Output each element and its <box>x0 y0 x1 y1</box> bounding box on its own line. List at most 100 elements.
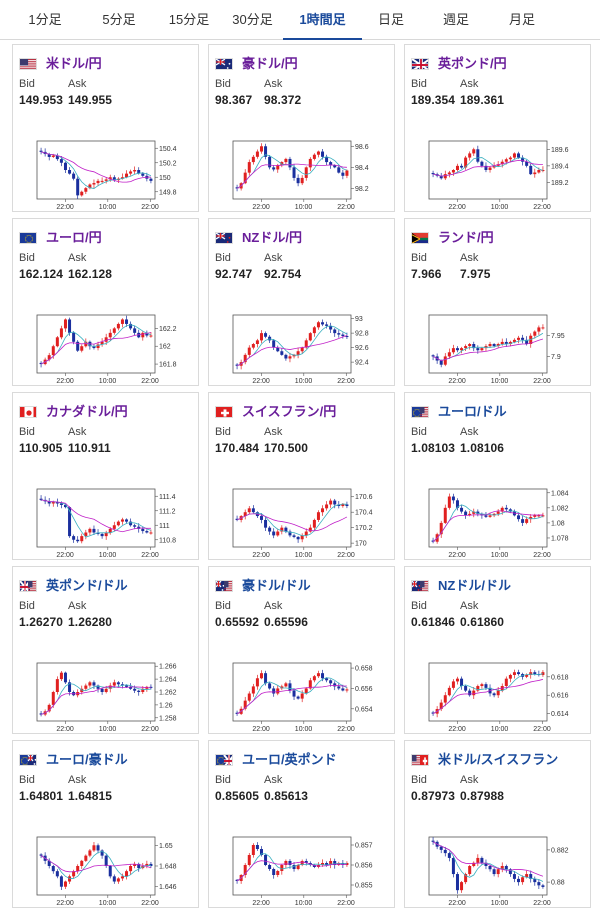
chart-svg: 189.6 189.4 189.2 22:00 10:00 22:00 <box>428 140 569 211</box>
pair-name[interactable]: 米ドル/スイスフラン <box>438 752 559 767</box>
x-tick-label: 22:00 <box>533 900 551 907</box>
bid-label: Bid <box>411 600 427 612</box>
tab-7[interactable]: 週足 <box>442 12 469 27</box>
candle <box>268 155 272 170</box>
moving-average-long <box>40 499 151 533</box>
candle <box>345 501 349 509</box>
tab-5[interactable]: 1時間足 <box>283 0 362 40</box>
pair-name[interactable]: NZドル/円 <box>242 230 302 245</box>
rate-card[interactable]: ユーロ/円 Bid Ask 162.124 162.128 162.2 162 161.8 22… <box>12 218 199 386</box>
candlestick-chart[interactable]: 189.6 189.4 189.2 22:00 10:00 22:00 <box>411 137 581 216</box>
bid-label: Bid <box>19 600 35 612</box>
pair-name[interactable]: ユーロ/豪ドル <box>46 752 128 767</box>
pair-name[interactable]: カナダドル/円 <box>46 404 128 419</box>
moving-average-long <box>40 332 152 365</box>
candle <box>84 854 88 862</box>
candlestick-chart[interactable]: 162.2 162 161.8 22:00 10:00 22:00 <box>19 311 189 390</box>
y-tick-label: 1.258 <box>159 715 177 722</box>
candle <box>521 875 525 885</box>
rate-card[interactable]: 英ポンド/ドル Bid Ask 1.26270 1.26280 1.266 1.264 1.2… <box>12 566 199 734</box>
tab-2[interactable]: 5分足 <box>102 12 136 27</box>
pair-name[interactable]: ランド/円 <box>438 230 494 245</box>
rate-card[interactable]: ユーロ/豪ドル Bid Ask 1.64801 1.64815 1.65 1.648 1.64… <box>12 740 199 908</box>
flag-icon <box>411 406 429 418</box>
rate-card[interactable]: 米ドル/円 Bid Ask 149.953 149.955 150.4 150.2 150 14… <box>12 44 199 212</box>
candlestick-chart[interactable]: 111.4 111.2 111 110.8 22:00 10:00 22:00 <box>19 485 189 564</box>
y-tick: 92.6 <box>351 345 369 352</box>
rate-card[interactable]: 豪ドル/ドル Bid Ask 0.65592 0.65596 0.658 0.656 0.65… <box>208 566 395 734</box>
y-tick: 1.264 <box>155 677 177 684</box>
bid-label: Bid <box>215 774 231 786</box>
rate-card[interactable]: ランド/円 Bid Ask 7.966 7.975 7.95 7.9 22:00 10:00 22… <box>404 218 591 386</box>
candle <box>141 330 145 341</box>
candle <box>39 147 43 155</box>
candlestick-chart[interactable]: 0.658 0.656 0.654 22:00 10:00 22:00 <box>215 659 385 738</box>
rate-card[interactable]: スイスフラン/円 Bid Ask 170.484 170.500 170.6 170.4 17… <box>208 392 395 560</box>
candlestick-chart[interactable]: 0.618 0.616 0.614 22:00 10:00 22:00 <box>411 659 581 738</box>
rate-card[interactable]: ユーロ/英ポンド Bid Ask 0.85605 0.85613 0.857 0.856 0.… <box>208 740 395 908</box>
candlestick-chart[interactable]: 93 92.8 92.6 92.4 22:00 10:00 22:00 <box>215 311 385 390</box>
tab-3[interactable]: 15分足 <box>168 12 210 27</box>
pair-name[interactable]: 英ポンド/円 <box>438 56 507 71</box>
y-tick-label: 189.4 <box>551 163 569 170</box>
pair-name[interactable]: 豪ドル/ドル <box>242 578 311 593</box>
candle <box>488 864 492 872</box>
y-tick: 0.656 <box>351 686 373 693</box>
pair-name[interactable]: 英ポンド/ドル <box>46 578 128 593</box>
candlestick-chart[interactable]: 170.6 170.4 170.2 170 22:00 10:00 22:00 <box>215 485 385 564</box>
candlestick-chart[interactable]: 0.857 0.856 0.855 22:00 10:00 22:00 <box>215 833 385 912</box>
candlestick-chart[interactable]: 1.266 1.264 1.262 1.26 1.258 22:00 10:00 22:00 <box>19 659 189 738</box>
moving-average-long <box>236 513 348 532</box>
ask-label: Ask <box>264 252 283 264</box>
candlestick-chart[interactable]: 7.95 7.9 22:00 10:00 22:00 <box>411 311 581 390</box>
chart-svg: 0.882 0.88 22:00 10:00 22:00 <box>428 836 569 907</box>
pair-name[interactable]: 豪ドル/円 <box>242 56 298 71</box>
x-tick: 22:00 <box>337 373 355 385</box>
rate-card[interactable]: 豪ドル/円 Bid Ask 98.367 98.372 98.6 98.4 98.2 22:00… <box>208 44 395 212</box>
candlestick-chart[interactable]: 1.084 1.082 1.08 1.078 22:00 10:00 22:00 <box>411 485 581 564</box>
candle <box>312 325 316 337</box>
rate-card[interactable]: NZドル/円 Bid Ask 92.747 92.754 93 92.8 92.6 92.4 22… <box>208 218 395 386</box>
tab-4[interactable]: 30分足 <box>232 12 273 27</box>
candle <box>517 669 521 676</box>
pair-name[interactable]: NZドル/ドル <box>438 578 511 593</box>
candle <box>333 328 337 337</box>
pair-name[interactable]: ユーロ/ドル <box>438 404 507 419</box>
y-tick-label: 7.95 <box>551 333 565 340</box>
x-tick-label: 22:00 <box>141 204 159 211</box>
candle <box>247 691 251 703</box>
pair-name[interactable]: スイスフラン/円 <box>242 404 337 419</box>
candle <box>104 177 108 184</box>
rate-card[interactable]: 米ドル/スイスフラン Bid Ask 0.87973 0.87988 0.882 0.88 2… <box>404 740 591 908</box>
candlestick-chart[interactable]: 150.4 150.2 150 149.8 22:00 10:00 22:00 <box>19 137 189 216</box>
candle <box>296 695 300 700</box>
rate-card[interactable]: NZドル/ドル Bid Ask 0.61846 0.61860 0.618 0.616 0.6… <box>404 566 591 734</box>
candle <box>304 166 308 181</box>
tab-1[interactable]: 1分足 <box>28 12 62 27</box>
tab-8[interactable]: 月足 <box>508 12 535 27</box>
y-tick: 98.6 <box>351 144 369 151</box>
bid-label: Bid <box>19 252 35 264</box>
rate-card[interactable]: カナダドル/円 Bid Ask 110.905 110.911 111.4 111.2 111… <box>12 392 199 560</box>
pair-name[interactable]: 米ドル/円 <box>46 56 102 71</box>
candle <box>533 330 537 339</box>
x-tick: 10:00 <box>99 373 116 385</box>
candle <box>329 322 333 333</box>
x-tick-label: 22:00 <box>533 726 551 733</box>
y-tick-label: 98.2 <box>355 186 369 193</box>
x-tick: 22:00 <box>56 373 74 385</box>
candlestick-chart[interactable]: 0.882 0.88 22:00 10:00 22:00 <box>411 833 581 912</box>
candle <box>541 324 545 330</box>
pair-name[interactable]: ユーロ/円 <box>46 230 102 245</box>
rate-card[interactable]: 英ポンド/円 Bid Ask 189.354 189.361 189.6 189.4 189.… <box>404 44 591 212</box>
bid-value: 162.124 <box>19 267 64 281</box>
candlestick-chart[interactable]: 1.65 1.648 1.646 22:00 10:00 22:00 <box>19 833 189 912</box>
x-tick: 22:00 <box>141 895 159 907</box>
y-tick-label: 1.084 <box>551 490 569 497</box>
ask-label: Ask <box>68 600 87 612</box>
candle <box>55 676 59 695</box>
rate-card[interactable]: ユーロ/ドル Bid Ask 1.08103 1.08106 1.084 1.082 1.08… <box>404 392 591 560</box>
tab-6[interactable]: 日足 <box>377 12 404 27</box>
pair-name[interactable]: ユーロ/英ポンド <box>242 752 337 767</box>
candlestick-chart[interactable]: 98.6 98.4 98.2 22:00 10:00 22:00 <box>215 137 385 216</box>
